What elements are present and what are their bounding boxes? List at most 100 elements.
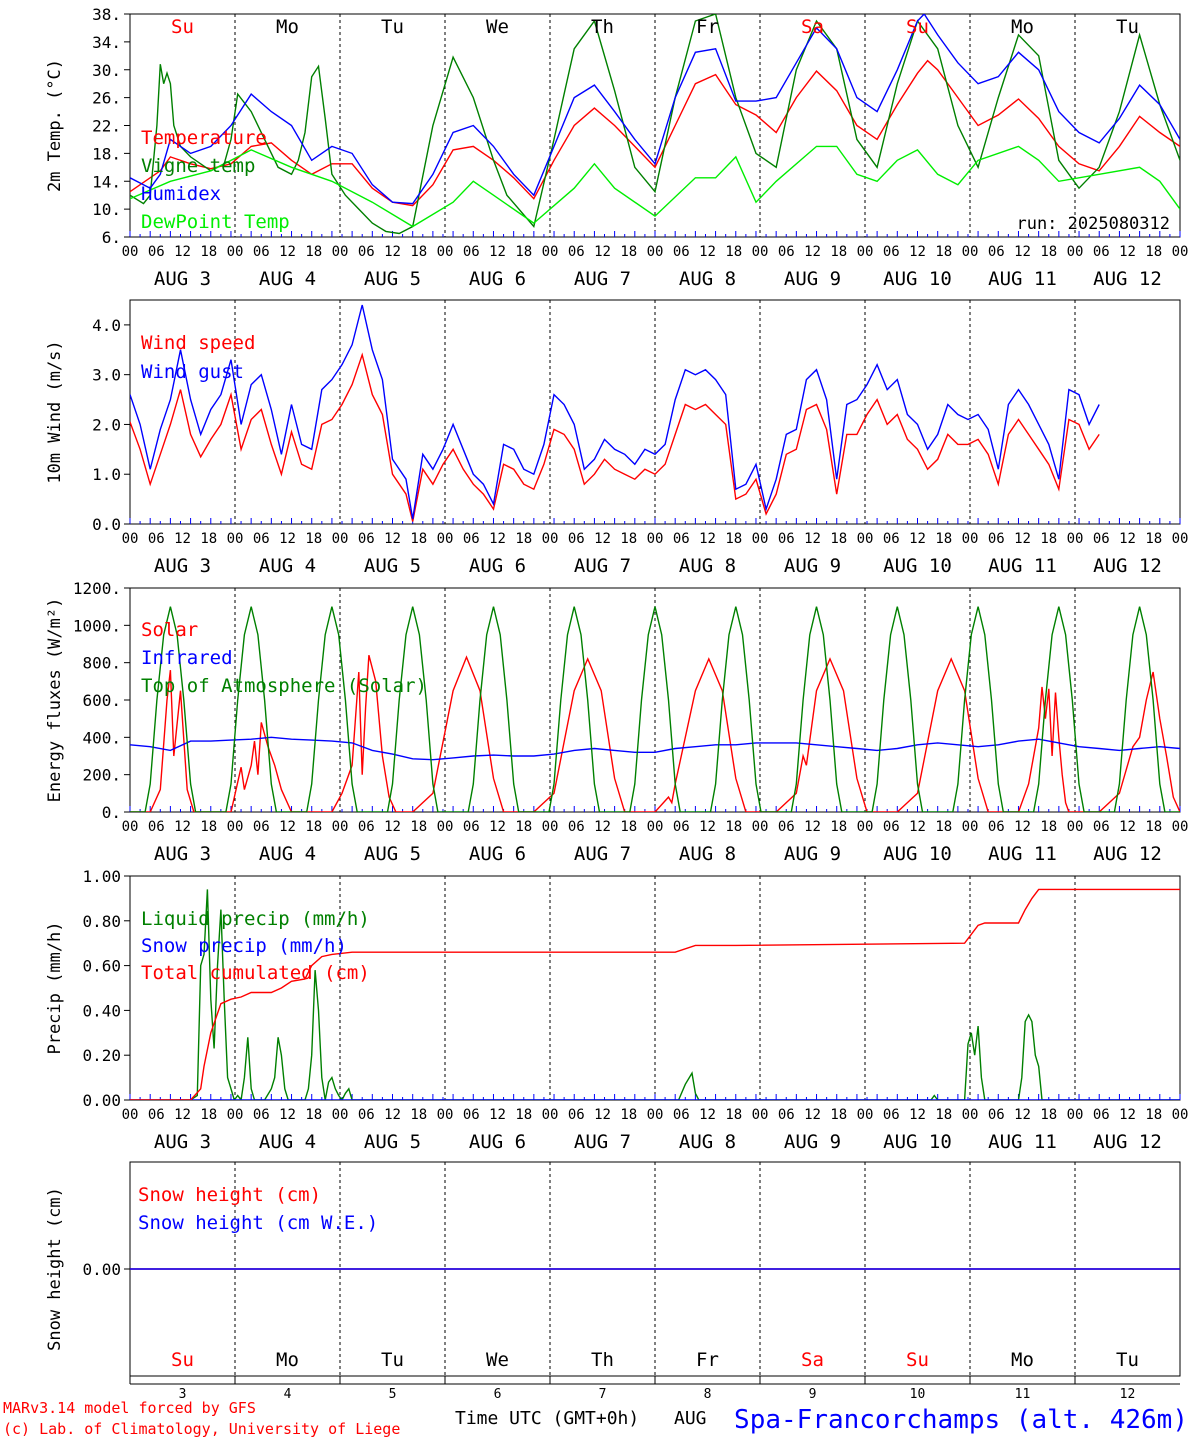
hour-label: 06 [673, 1107, 690, 1123]
station-title: Spa-Francorchamps (alt. 426m) [734, 1405, 1188, 1435]
day-label: Sa [801, 1349, 824, 1371]
hour-label: 18 [305, 531, 322, 547]
hour-label: 18 [1145, 819, 1162, 835]
date-label: AUG 8 [679, 843, 736, 865]
hour-label: 12 [489, 1107, 506, 1123]
hour-label: 12 [1119, 819, 1136, 835]
date-label: AUG 12 [1093, 843, 1162, 865]
hour-label: 18 [305, 244, 322, 260]
day-label: Su [906, 1349, 929, 1371]
date-label: AUG 10 [883, 1131, 952, 1153]
y-tick-label: 1200. [73, 579, 121, 598]
legend-entry: DewPoint Temp [141, 211, 290, 233]
hour-label: 18 [725, 819, 742, 835]
y-tick-label: 18. [92, 144, 121, 163]
hour-label: 18 [830, 531, 847, 547]
date-label: AUG 6 [469, 843, 526, 865]
hour-label: 00 [1067, 531, 1084, 547]
hour-label: 12 [804, 1107, 821, 1123]
day-label: Tu [1116, 1349, 1139, 1371]
hour-label: 18 [1145, 1107, 1162, 1123]
hour-label: 18 [935, 819, 952, 835]
date-label: AUG 4 [259, 555, 316, 577]
hour-label: 06 [673, 244, 690, 260]
date-label: AUG 11 [988, 268, 1057, 290]
legend-entry: Total cumulated (cm) [141, 962, 370, 984]
series-line-3 [130, 888, 1180, 1100]
y-axis-label: 2m Temp. (°C) [45, 59, 65, 192]
date-label: AUG 5 [364, 268, 421, 290]
hour-label: 18 [305, 819, 322, 835]
hour-label: 18 [830, 819, 847, 835]
day-label: Th [591, 16, 614, 38]
hour-label: 00 [437, 819, 454, 835]
date-label: AUG 3 [154, 268, 211, 290]
date-label: AUG 6 [469, 268, 526, 290]
hour-label: 18 [515, 531, 532, 547]
hour-label: 12 [384, 1107, 401, 1123]
y-tick-label: 26. [92, 89, 121, 108]
hour-label: 06 [778, 244, 795, 260]
hour-label: 06 [568, 531, 585, 547]
day-label: We [486, 1349, 509, 1371]
hour-label: 06 [1093, 1107, 1110, 1123]
hour-label: 00 [332, 1107, 349, 1123]
hour-label: 12 [594, 244, 611, 260]
hour-label: 18 [620, 244, 637, 260]
hour-label: 06 [463, 1107, 480, 1123]
day-label: Su [171, 16, 194, 38]
y-tick-label: 200. [82, 766, 121, 785]
hour-label: 06 [358, 819, 375, 835]
date-label: AUG 10 [883, 268, 952, 290]
hour-label: 00 [227, 1107, 244, 1123]
hour-label: 18 [515, 1107, 532, 1123]
hour-label: 00 [542, 531, 559, 547]
hour-label: 12 [1014, 1107, 1031, 1123]
hour-label: 12 [699, 531, 716, 547]
hour-label: 12 [804, 819, 821, 835]
hour-label: 06 [568, 1107, 585, 1123]
legend-entry: Wind speed [141, 332, 255, 354]
y-tick-label: 30. [92, 61, 121, 80]
y-tick-label: 34. [92, 33, 121, 52]
hour-label: 06 [358, 244, 375, 260]
date-label: AUG 9 [784, 1131, 841, 1153]
hour-label: 00 [437, 244, 454, 260]
panel-4: 0.00 0.20 0.40 0.60 0.80 1.00 Precip (mm/h) Liq… [45, 867, 1188, 1153]
hour-label: 18 [410, 531, 427, 547]
day-number: 4 [284, 1387, 292, 1402]
hour-label: 00 [332, 531, 349, 547]
hour-label: 06 [463, 819, 480, 835]
y-tick-label: 1000. [73, 616, 121, 635]
y-tick-label: 0.60 [82, 957, 121, 976]
y-tick-label: 0.0 [92, 515, 121, 534]
hour-label: 12 [384, 531, 401, 547]
hour-label: 06 [253, 819, 270, 835]
hour-label: 18 [1040, 819, 1057, 835]
hour-label: 12 [1014, 819, 1031, 835]
hour-label: 18 [620, 1107, 637, 1123]
hour-label: 18 [410, 1107, 427, 1123]
hour-label: 18 [830, 244, 847, 260]
series-line-3 [130, 606, 1180, 812]
hour-label: 00 [647, 819, 664, 835]
date-label: AUG 5 [364, 1131, 421, 1153]
y-tick-label: 800. [82, 654, 121, 673]
day-label: Th [591, 1349, 614, 1371]
hour-label: 12 [279, 244, 296, 260]
hour-label: 18 [200, 244, 217, 260]
hour-label: 06 [253, 531, 270, 547]
date-label: AUG 3 [154, 555, 211, 577]
date-label: AUG 5 [364, 555, 421, 577]
day-label: Mo [1011, 16, 1034, 38]
hour-label: 00 [857, 819, 874, 835]
day-label: Mo [276, 1349, 299, 1371]
hour-label: 06 [568, 244, 585, 260]
y-tick-label: 0.40 [82, 1001, 121, 1020]
hour-label: 00 [122, 819, 139, 835]
hour-label: 12 [1014, 244, 1031, 260]
date-label: AUG 11 [988, 1131, 1057, 1153]
hour-label: 12 [384, 244, 401, 260]
hour-label: 00 [1067, 819, 1084, 835]
